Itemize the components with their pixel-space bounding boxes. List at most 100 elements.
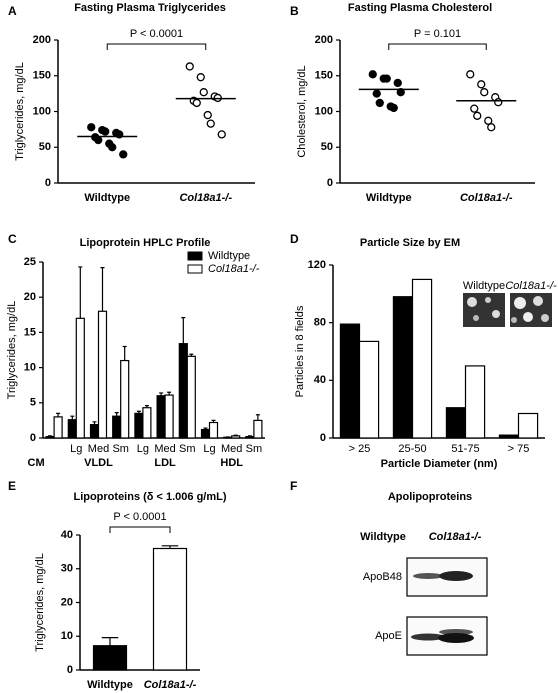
- data-point: [199, 88, 208, 97]
- y-tick-label: 40: [61, 529, 73, 541]
- x-tick-label: 25-50: [398, 443, 426, 455]
- data-point: [484, 116, 493, 125]
- x-tick-label: Wildtype: [84, 192, 130, 204]
- data-point: [382, 74, 391, 83]
- chart-title: Lipoprotein HPLC Profile: [80, 237, 211, 249]
- data-point: [185, 62, 194, 71]
- data-point: [393, 78, 402, 88]
- error-bar: [122, 345, 127, 361]
- bar: [152, 547, 188, 671]
- bar: [164, 394, 174, 439]
- y-tick-label: 15: [24, 326, 36, 338]
- bar: [253, 419, 263, 439]
- x-tick-label: Wildtype: [87, 679, 133, 691]
- bar: [53, 416, 63, 439]
- blot-row-label: ApoE: [375, 630, 402, 642]
- error-bar: [189, 353, 194, 357]
- bar: [445, 407, 467, 439]
- bar: [92, 645, 128, 671]
- em-image: [463, 293, 552, 327]
- bar: [200, 428, 211, 439]
- x-tick-label: Col18a1-/-: [144, 679, 197, 691]
- data-point: [372, 89, 381, 98]
- error-bar: [114, 412, 119, 417]
- legend-swatch: [187, 251, 203, 261]
- bar: [120, 359, 130, 439]
- error-bar: [247, 435, 252, 437]
- legend-swatch: [187, 264, 203, 274]
- significance-bracket: [106, 43, 207, 50]
- data-point: [466, 70, 475, 79]
- blot-image: [406, 557, 488, 656]
- bar: [89, 424, 100, 439]
- data-point: [494, 98, 503, 107]
- chart-title: Fasting Plasma Cholesterol: [348, 2, 492, 14]
- y-axis-label: Triglycerides, mg/dL: [14, 62, 26, 161]
- y-tick-label: 150: [33, 70, 51, 82]
- data-point: [487, 123, 496, 132]
- x-axis-label: Particle Diameter (nm): [381, 458, 498, 470]
- bar: [411, 278, 433, 439]
- y-tick-label: 0: [327, 177, 333, 189]
- bar: [134, 412, 144, 439]
- bar: [464, 365, 486, 439]
- chart-title: Particle Size by EM: [360, 237, 460, 249]
- bar: [517, 412, 539, 439]
- data-point: [101, 127, 110, 136]
- x-tick-label: Wildtype: [366, 192, 412, 204]
- bar: [112, 415, 122, 439]
- y-tick-label: 30: [61, 563, 73, 575]
- y-axis-label: Particles in 8 fields: [294, 305, 306, 397]
- bar: [156, 395, 166, 439]
- data-point: [217, 130, 226, 139]
- y-tick-label: 50: [321, 141, 333, 153]
- panel-letter: C: [8, 232, 17, 246]
- y-tick-label: 20: [61, 596, 73, 608]
- annotation: P < 0.0001: [130, 28, 183, 40]
- y-tick-label: 25: [24, 256, 36, 268]
- x-tick-label: Col18a1-/-: [179, 192, 232, 204]
- significance-bracket: [388, 43, 487, 50]
- bar: [67, 419, 77, 439]
- y-tick-label: 50: [39, 141, 51, 153]
- group-label: CM: [28, 457, 45, 469]
- data-point: [470, 104, 479, 113]
- significance-bracket: [109, 526, 171, 533]
- error-bar: [161, 545, 179, 549]
- x-tick-label: 51-75: [451, 443, 479, 455]
- group-label: VLDL: [84, 457, 113, 469]
- y-tick-label: 200: [315, 34, 333, 46]
- error-bar: [100, 267, 105, 312]
- panel-letter: F: [290, 479, 297, 493]
- y-tick-label: 100: [315, 105, 333, 117]
- error-bar: [136, 410, 141, 414]
- blot-row-label: ApoB48: [363, 571, 402, 583]
- y-tick-label: 80: [314, 317, 326, 329]
- x-tick-label: Col18a1-/-: [460, 192, 513, 204]
- x-tick-label: Med: [88, 443, 109, 455]
- y-axis-label: Triglycerides, mg/dL: [34, 553, 46, 652]
- chart-title: Fasting Plasma Triglycerides: [74, 2, 226, 14]
- error-bar: [78, 266, 83, 319]
- annotation: P < 0.0001: [113, 511, 166, 523]
- y-tick-label: 100: [33, 105, 51, 117]
- y-tick-label: 20: [24, 291, 36, 303]
- data-point: [375, 98, 384, 108]
- data-point: [389, 103, 398, 113]
- error-bar: [211, 419, 216, 423]
- annotation: P = 0.101: [414, 28, 461, 40]
- y-tick-label: 10: [24, 362, 36, 374]
- data-point: [206, 119, 215, 128]
- bar: [208, 421, 219, 439]
- error-bar: [56, 412, 61, 417]
- bar: [392, 296, 414, 439]
- legend-label: Wildtype: [208, 250, 250, 262]
- y-tick-label: 5: [30, 397, 36, 409]
- data-point: [480, 88, 489, 97]
- error-bar: [48, 435, 53, 437]
- blot-title: Apolipoproteins: [388, 491, 472, 503]
- y-tick-label: 120: [308, 259, 326, 271]
- error-bar: [144, 405, 149, 408]
- error-bar: [92, 421, 97, 425]
